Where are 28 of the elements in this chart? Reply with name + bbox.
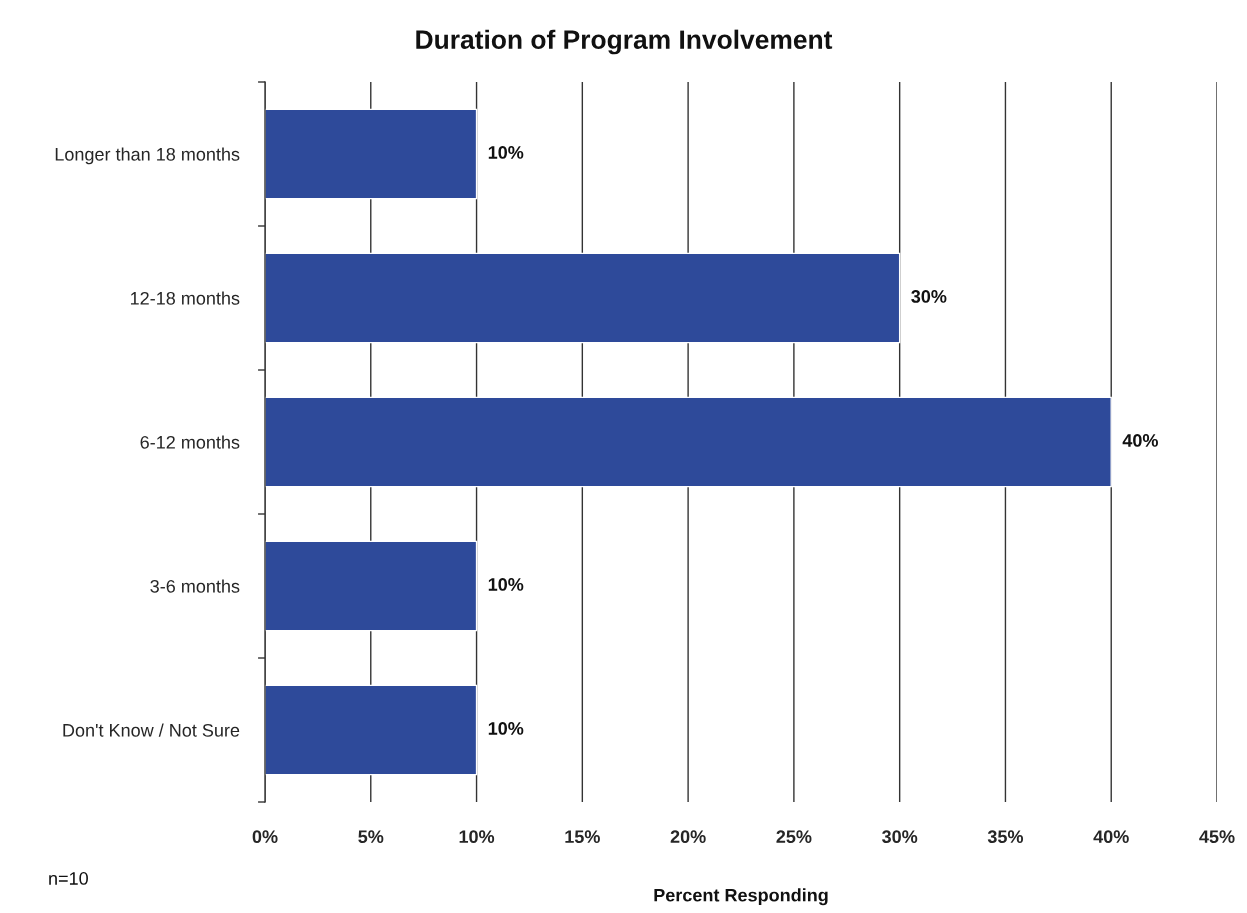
x-tick-label: 20% [670,830,706,844]
y-tick-label: Longer than 18 months [55,147,240,165]
x-tick-label: 45% [1199,830,1235,844]
data-label: 10% [488,578,524,591]
x-tick-label: 35% [987,830,1024,844]
x-tick-label: 10% [459,830,495,844]
data-label: 40% [1122,434,1158,447]
data-label: 10% [488,722,524,735]
bar [265,108,478,200]
x-tick-label: 40% [1093,830,1129,844]
y-tick-label: Don't Know / Not Sure [63,723,240,737]
x-tick-label: 0% [252,830,278,844]
x-tick-label: 30% [882,830,918,844]
data-label: 30% [911,290,947,303]
y-tick-label: 3-6 months [150,579,240,593]
bar [265,252,901,344]
bar [265,396,1112,488]
bar [265,684,478,776]
text: n=10 [49,872,88,885]
chart-title: Duration of Program Involvement [416,29,833,55]
y-tick-label: 6-12 months [140,435,240,449]
bar [265,540,478,632]
x-tick-label: 5% [358,830,384,844]
y-tick-label: 12-18 months [130,291,240,305]
x-tick-label: 25% [776,830,812,844]
data-label: 10% [488,146,524,159]
x-tick-label: 15% [565,830,600,844]
x-axis-title: Percent Responding [654,888,828,906]
